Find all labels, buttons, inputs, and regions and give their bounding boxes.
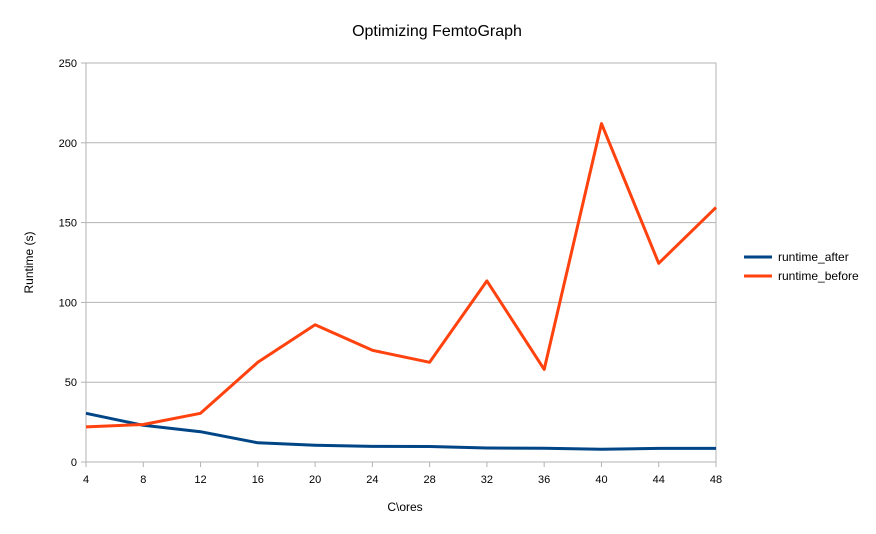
x-tick-label: 40 — [595, 474, 607, 486]
x-axis-ticks: 4 8 12 16 20 24 28 32 36 40 44 48 — [83, 462, 722, 486]
x-axis-label: C\ores — [387, 500, 422, 514]
y-tick-label: 50 — [65, 377, 77, 389]
series-line-runtime-after — [85, 411, 716, 451]
y-tick-label: 100 — [59, 297, 77, 309]
legend: runtime_after runtime_before — [744, 250, 859, 283]
chart-title: Optimizing FemtoGraph — [352, 23, 522, 40]
x-tick-label: 20 — [309, 474, 321, 486]
x-tick-label: 36 — [538, 474, 550, 486]
x-tick-label: 32 — [481, 474, 493, 486]
x-tick-label: 16 — [252, 474, 264, 486]
x-tick-label: 24 — [366, 474, 378, 486]
x-tick-label: 44 — [653, 474, 665, 486]
x-tick-label: 4 — [83, 474, 89, 486]
x-tick-label: 8 — [140, 474, 146, 486]
y-tick-label: 250 — [59, 58, 77, 70]
y-tick-label: 150 — [59, 218, 77, 230]
legend-label: runtime_after — [778, 250, 849, 264]
x-tick-label: 12 — [194, 474, 206, 486]
x-tick-label: 48 — [710, 474, 722, 486]
y-axis-label: Runtime (s) — [22, 231, 36, 293]
series-lines — [85, 122, 718, 451]
x-tick-label: 28 — [424, 474, 436, 486]
legend-label: runtime_before — [778, 269, 859, 283]
y-axis-ticks: 0 50 100 150 200 250 — [59, 58, 86, 469]
plot-area-frame — [85, 62, 717, 463]
y-tick-label: 0 — [71, 457, 77, 469]
series-line-runtime-before — [85, 122, 718, 429]
y-tick-label: 200 — [59, 138, 77, 150]
